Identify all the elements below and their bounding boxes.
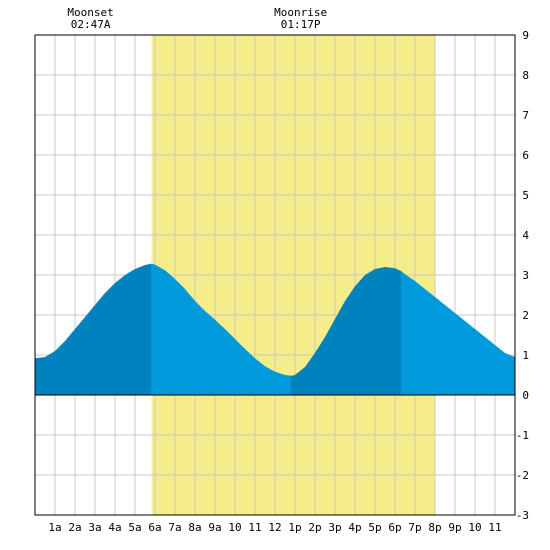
y-tick-label: 1 xyxy=(522,349,529,362)
x-tick-label: 1a xyxy=(48,521,61,534)
y-tick-label: -1 xyxy=(516,429,529,442)
x-tick-label: 7p xyxy=(408,521,421,534)
moonrise-label: Moonrise xyxy=(274,6,327,19)
x-tick-label: 10 xyxy=(228,521,241,534)
moonset-time: 02:47A xyxy=(71,18,111,31)
y-tick-label: 3 xyxy=(522,269,529,282)
x-tick-labels: 1a 2a 3a 4a 5a 6a 7a 8a 9a 10 11 12 1p 2p 3p 4p 5p 6p 7p 8p… xyxy=(48,521,501,534)
x-tick-label: 12 xyxy=(268,521,281,534)
x-tick-label: 4a xyxy=(108,521,121,534)
x-tick-label: 11 xyxy=(488,521,501,534)
x-tick-label: 3p xyxy=(328,521,341,534)
y-tick-label: -2 xyxy=(516,469,529,482)
y-tick-label: 9 xyxy=(522,29,529,42)
x-tick-label: 9p xyxy=(448,521,461,534)
tide-area-segment xyxy=(35,263,151,395)
x-tick-label: 2p xyxy=(308,521,321,534)
y-tick-label: 5 xyxy=(522,189,529,202)
x-tick-label: 2a xyxy=(68,521,81,534)
y-tick-label: 2 xyxy=(522,309,529,322)
x-tick-label: 10 xyxy=(468,521,481,534)
y-tick-label: 7 xyxy=(522,109,529,122)
x-tick-label: 4p xyxy=(348,521,361,534)
tide-area-segment xyxy=(291,267,401,395)
x-tick-label: 5p xyxy=(368,521,381,534)
moonrise-time: 01:17P xyxy=(281,18,321,31)
moon-annotations: Moonset 02:47A Moonrise 01:17P xyxy=(67,6,327,31)
x-tick-label: 11 xyxy=(248,521,261,534)
x-tick-label: 3a xyxy=(88,521,101,534)
x-tick-label: 6p xyxy=(388,521,401,534)
y-tick-labels: 9 8 7 6 5 4 3 2 1 0 -1 -2 -3 xyxy=(516,29,530,522)
x-tick-label: 6a xyxy=(148,521,161,534)
x-tick-label: 8p xyxy=(428,521,441,534)
plot-frame xyxy=(34,34,516,516)
x-tick-label: 9a xyxy=(208,521,221,534)
x-tick-label: 5a xyxy=(128,521,141,534)
y-tick-label: -3 xyxy=(516,509,529,522)
tide-area-segment xyxy=(401,271,515,395)
x-tick-label: 1p xyxy=(288,521,301,534)
y-tick-label: 8 xyxy=(522,69,529,82)
x-tick-label: 8a xyxy=(188,521,201,534)
frame-layer xyxy=(34,34,516,516)
y-tick-label: 4 xyxy=(522,229,529,242)
x-tick-label: 7a xyxy=(168,521,181,534)
tide-area-segment xyxy=(151,263,291,395)
moonset-label: Moonset xyxy=(67,6,113,19)
y-tick-label: 0 xyxy=(522,389,529,402)
y-tick-label: 6 xyxy=(522,149,529,162)
tide-area-layer xyxy=(35,263,515,396)
